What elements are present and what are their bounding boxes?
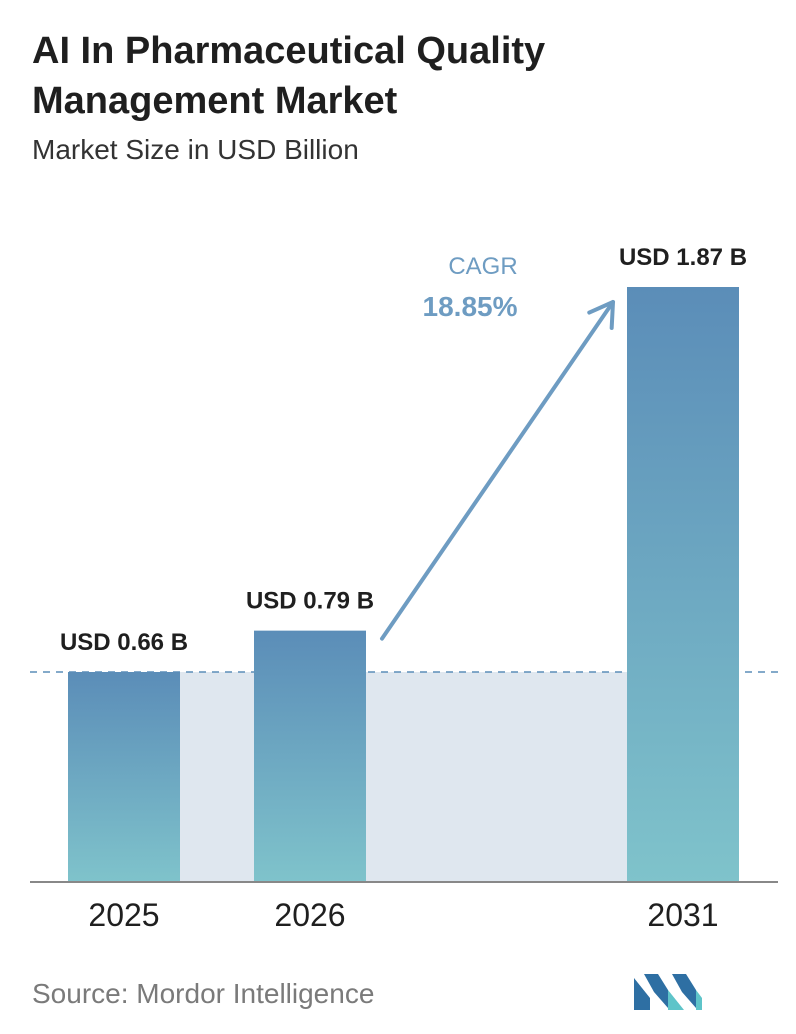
chart-title: AI In Pharmaceutical Quality Management … [32, 30, 546, 122]
cagr-value: 18.85% [423, 291, 518, 322]
bar-2026 [254, 630, 366, 882]
bar-group [68, 287, 739, 882]
tick-label-2026: 2026 [274, 897, 345, 933]
chart-subtitle: Market Size in USD Billion [32, 134, 359, 165]
source-text: Source: Mordor Intelligence [32, 978, 375, 1009]
band-group [180, 672, 627, 882]
value-label-2026: USD 0.79 B [246, 588, 374, 615]
reference-band [366, 672, 627, 882]
tick-label-group: 2025 2026 2031 [88, 897, 718, 933]
bar-2025 [68, 672, 180, 882]
cagr-annotation: CAGR 18.85% [380, 253, 615, 641]
tick-label-2031: 2031 [647, 897, 718, 933]
value-label-group: USD 0.66 B USD 0.79 B USD 1.87 B [60, 244, 747, 656]
tick-label-2025: 2025 [88, 897, 159, 933]
cagr-label: CAGR [448, 253, 517, 280]
mordor-logo-icon [634, 974, 702, 1010]
cagr-arrow [380, 300, 615, 641]
value-label-2025: USD 0.66 B [60, 629, 188, 656]
value-label-2031: USD 1.87 B [619, 244, 747, 271]
reference-band [180, 672, 254, 882]
cagr-arrowhead-icon [587, 300, 615, 330]
bar-2031 [627, 287, 739, 882]
